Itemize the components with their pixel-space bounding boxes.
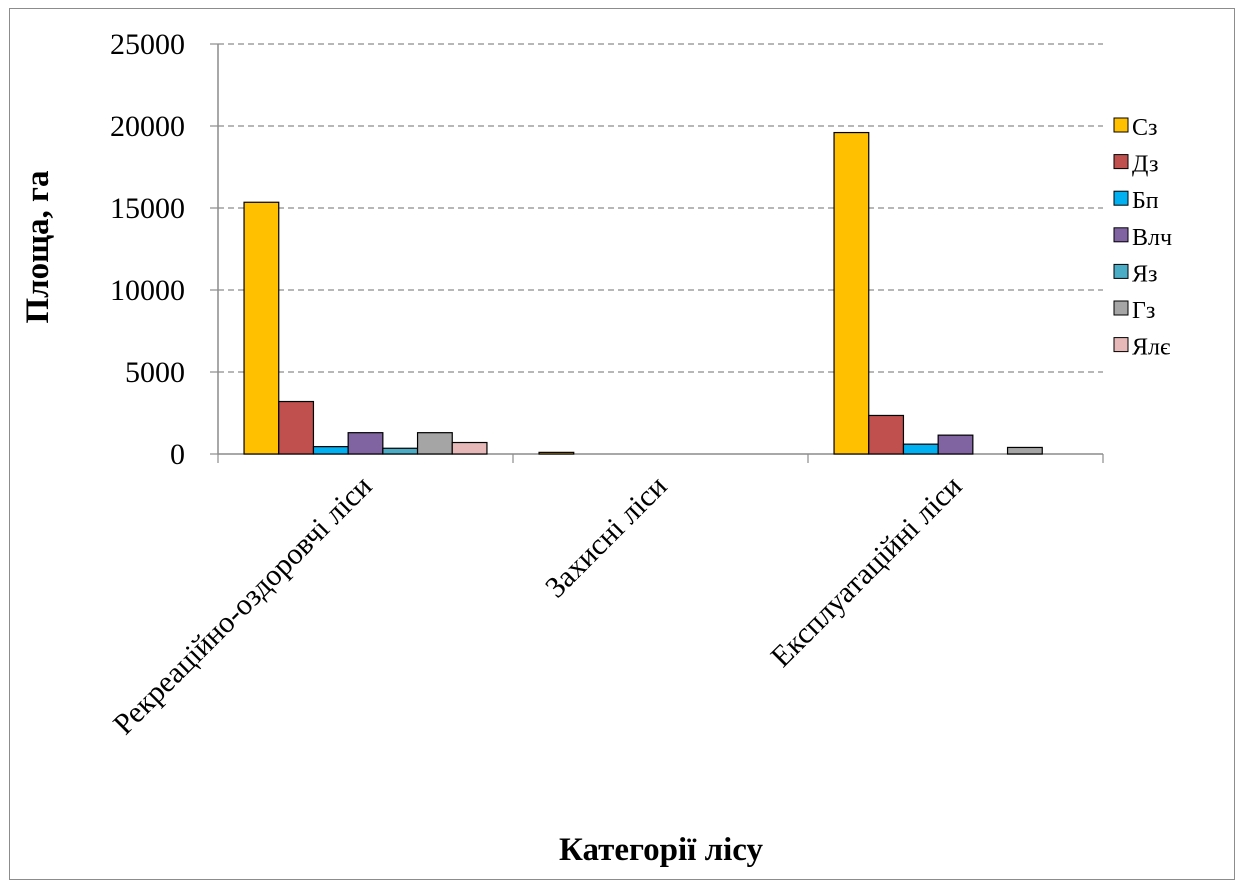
bar-Гз-1 [416, 432, 453, 455]
bar-Бп-3 [902, 443, 939, 455]
bars [243, 131, 1043, 455]
axes [210, 43, 1104, 463]
legend-swatch [1113, 190, 1129, 206]
y-tick-label: 20000 [110, 110, 185, 143]
bar-Влч-1 [347, 432, 384, 455]
x-axis-label: Категорії лісу [559, 832, 763, 868]
legend-label: Яз [1132, 261, 1158, 287]
y-tick-label: 0 [170, 438, 185, 471]
legend-swatch [1113, 154, 1129, 170]
legend-label: Влч [1132, 225, 1172, 251]
x-category-label: Експлуатаційні ліси [764, 470, 968, 674]
x-category-label: Рекреаційно-оздоровчі ліси [107, 470, 378, 741]
legend-label: Гз [1132, 298, 1155, 324]
legend: Сз Дз Бп Влч Яз Гз Ялє [1113, 115, 1172, 361]
bar-Дз-3 [868, 414, 905, 455]
legend-swatch [1113, 300, 1129, 316]
chart-frame [9, 8, 1235, 880]
bar-Ялє-1 [451, 441, 488, 455]
bar-Дз-1 [278, 400, 315, 455]
legend-label: Бп [1132, 188, 1159, 214]
y-tick-label: 15000 [110, 192, 185, 225]
y-tick-label: 25000 [110, 28, 185, 61]
x-category-label: Захисні ліси [539, 470, 674, 605]
bar-Яз-1 [382, 447, 419, 455]
legend-label: Дз [1132, 152, 1158, 178]
bar-Бп-1 [312, 446, 349, 455]
bar-Сз-3 [833, 131, 870, 455]
bar-Сз-1 [243, 201, 280, 455]
legend-swatch [1113, 117, 1129, 133]
legend-swatch [1113, 227, 1129, 243]
x-category-labels: Рекреаційно-оздоровчі ліси Захисні ліси Ек… [107, 470, 968, 741]
legend-swatch [1113, 263, 1129, 279]
y-tick-label: 10000 [110, 274, 185, 307]
legend-swatch [1113, 337, 1129, 353]
gridlines [218, 43, 1103, 373]
legend-label: Сз [1132, 115, 1158, 141]
bar-Гз-3 [1006, 446, 1043, 455]
y-tick-labels: 0 5000 10000 15000 20000 25000 [110, 28, 185, 471]
bar-Влч-3 [937, 434, 974, 455]
y-axis-label: Площа, га [20, 170, 56, 323]
legend-label: Ялє [1132, 335, 1170, 361]
bar-Сз-2 [538, 451, 575, 455]
y-tick-label: 5000 [125, 356, 185, 389]
